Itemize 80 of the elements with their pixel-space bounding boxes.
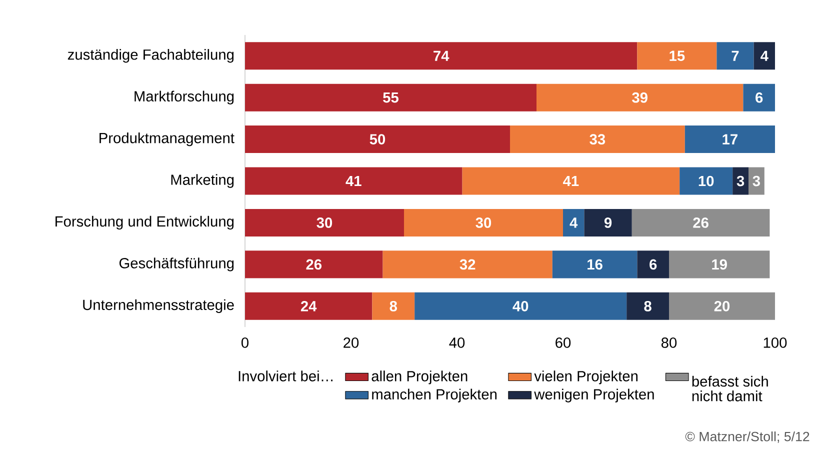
x-tick-label: 40: [449, 338, 465, 348]
legend-label: wenigen Projekten: [534, 388, 654, 402]
data-label: 16: [588, 259, 602, 270]
data-label: 20: [714, 300, 730, 312]
data-label: 39: [632, 92, 648, 103]
data-label: 50: [370, 134, 386, 144]
data-label: 7: [732, 50, 739, 61]
bar: [743, 84, 775, 112]
data-label: 30: [316, 218, 332, 228]
data-label: 15: [670, 50, 685, 61]
data-label: 9: [604, 218, 612, 228]
bar: [732, 167, 748, 195]
bar: [245, 250, 383, 278]
data-label: 4: [570, 218, 578, 228]
legend-title: Involviert bei…: [238, 370, 332, 382]
bar: [716, 42, 754, 70]
data-label: 8: [390, 300, 398, 312]
x-tick-label: 20: [344, 338, 359, 348]
bar: [637, 250, 669, 278]
bar: [462, 167, 680, 195]
bar: [552, 250, 638, 278]
data-label: 74: [434, 50, 450, 61]
bar: [404, 208, 563, 236]
y-tick-label: Produktmanagement: [100, 132, 234, 146]
bar: [245, 208, 404, 236]
bar: [748, 167, 764, 195]
data-label: 41: [346, 176, 362, 186]
x-tick-label: 0: [241, 338, 248, 348]
data-label: 40: [512, 300, 528, 312]
x-tick-label: 100: [764, 338, 787, 348]
x-tick-label: 60: [556, 338, 571, 348]
bar: [245, 84, 537, 112]
data-label: 32: [460, 259, 476, 270]
bar: [245, 292, 372, 320]
bar: [510, 126, 685, 154]
bar: [245, 42, 638, 70]
data-label: 8: [644, 300, 652, 312]
bar: [563, 208, 584, 236]
y-tick-label: zuständige Fachabteilung: [68, 49, 234, 63]
bar: [414, 292, 627, 320]
data-label: 24: [300, 301, 317, 312]
data-label: 19: [712, 259, 727, 270]
bar: [245, 126, 510, 154]
bar: [382, 250, 552, 278]
data-label: 6: [650, 259, 657, 270]
data-label: 10: [698, 176, 714, 186]
text: © Matzner/Stoll; 5/12: [685, 431, 810, 443]
y-tick-label: Marktforschung: [134, 90, 234, 104]
y-tick-label: Unternehmensstrategie: [83, 299, 234, 313]
bar: [536, 84, 744, 112]
data-label: 4: [760, 50, 768, 61]
bar: [669, 292, 775, 320]
data-label: 41: [563, 176, 579, 186]
bar: [669, 250, 770, 278]
bar: [680, 167, 733, 195]
bar: [626, 292, 669, 320]
bar: [584, 208, 632, 236]
y-tick-label: Forschung und Entwicklung: [56, 216, 234, 230]
bar: [632, 208, 770, 236]
data-label: 3: [736, 176, 744, 186]
bar: [372, 292, 415, 320]
bar: [637, 42, 717, 70]
data-label: 3: [752, 176, 760, 186]
legend-label: vielen Projekten: [534, 370, 638, 384]
legend-label: manchen Projekten: [372, 388, 497, 402]
data-label: 30: [476, 218, 492, 228]
legend-label: befasst sich nicht damit: [692, 376, 768, 402]
data-label: 26: [693, 218, 708, 228]
bar: [245, 167, 462, 195]
data-label: 6: [756, 92, 763, 103]
data-label: 33: [590, 134, 606, 144]
data-label: 26: [306, 259, 322, 270]
legend-label: allen Projekten: [372, 370, 468, 384]
data-label: 17: [722, 134, 738, 144]
bar: [754, 42, 775, 70]
y-tick-label: Marketing: [171, 174, 234, 188]
x-tick-label: 80: [661, 338, 677, 348]
bar: [684, 126, 775, 154]
y-tick-label: Geschäftsführung: [119, 258, 234, 272]
data-label: 55: [383, 92, 398, 103]
